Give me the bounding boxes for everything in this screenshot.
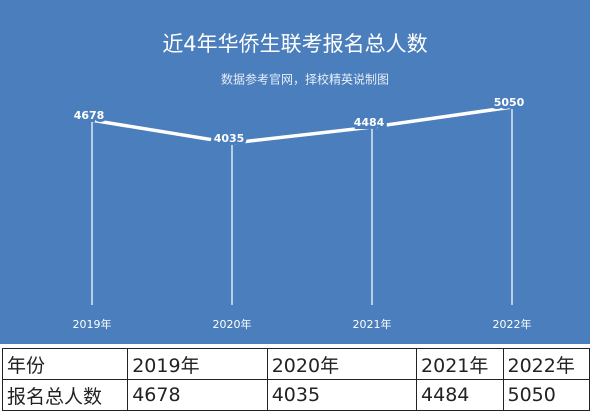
table-cell: 4678 (127, 379, 268, 411)
table-cell: 4484 (416, 379, 504, 411)
table-cell: 2021年 (416, 348, 504, 380)
chart-title: 近4年华侨生联考报名总人数 (162, 32, 427, 56)
x-tick-label: 2019年 (73, 317, 112, 331)
chart-background (0, 0, 590, 344)
table-cell: 2020年 (266, 348, 418, 380)
chart: 近4年华侨生联考报名总人数 数据参考官网，择校精英说制图 4678 4035 448… (0, 0, 590, 344)
x-tick-label: 2020年 (213, 317, 252, 331)
table-cell: 2022年 (502, 348, 590, 380)
data-table: 年份 2019年 2020年 2021年 2022年 报名总人数 4678 4035 4484 5… (1, 348, 590, 411)
series-line (91, 105, 513, 145)
table-cell: 年份 (1, 348, 129, 380)
table-cell: 5050 (502, 379, 590, 411)
table-cell: 2019年 (127, 348, 268, 380)
chart-subtitle: 数据参考官网，择校精英说制图 (221, 72, 389, 87)
table-cell: 4035 (266, 379, 418, 411)
data-label: 4484 (354, 116, 385, 129)
table-cell: 报名总人数 (1, 379, 129, 411)
table-row: 年份 2019年 2020年 2021年 2022年 (1, 348, 590, 380)
x-tick-label: 2022年 (493, 317, 532, 331)
table-row: 报名总人数 4678 4035 4484 5050 (1, 379, 590, 411)
data-label: 4035 (214, 132, 245, 145)
x-tick-label: 2021年 (353, 317, 392, 331)
data-label: 5050 (494, 96, 525, 109)
data-label: 4678 (74, 109, 105, 122)
